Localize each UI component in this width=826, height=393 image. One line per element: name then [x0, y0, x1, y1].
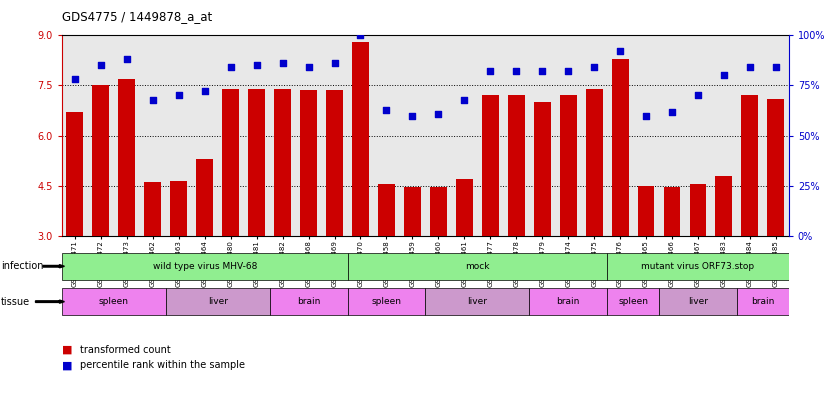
Point	[484, 68, 497, 75]
Point	[717, 72, 730, 79]
Bar	[170, 181, 188, 236]
Bar	[690, 184, 706, 236]
Bar	[456, 179, 472, 236]
Bar	[348, 253, 607, 279]
Bar	[378, 184, 395, 236]
Bar	[274, 89, 291, 236]
Bar	[62, 288, 166, 315]
Text: tissue: tissue	[1, 297, 30, 307]
Point	[380, 107, 393, 113]
Bar	[767, 99, 784, 236]
Point	[587, 64, 601, 71]
Point	[198, 88, 211, 95]
Bar	[742, 95, 758, 236]
Point	[121, 56, 134, 62]
Text: GDS4775 / 1449878_a_at: GDS4775 / 1449878_a_at	[62, 10, 212, 23]
Bar	[222, 89, 239, 236]
Bar	[737, 288, 789, 315]
Bar	[430, 187, 447, 236]
Bar	[269, 288, 348, 315]
Bar	[659, 288, 737, 315]
Bar	[197, 159, 213, 236]
Text: liver: liver	[688, 297, 708, 306]
Bar	[715, 176, 733, 236]
Text: spleen: spleen	[99, 297, 129, 306]
Point	[458, 96, 471, 103]
Bar	[508, 95, 525, 236]
Point	[691, 92, 705, 99]
Point	[276, 60, 289, 66]
Text: liver: liver	[468, 297, 487, 306]
Bar	[586, 89, 602, 236]
Bar	[300, 90, 317, 236]
Text: brain: brain	[751, 297, 775, 306]
Bar	[425, 288, 529, 315]
Point	[743, 64, 757, 71]
Bar	[93, 86, 109, 236]
Point	[302, 64, 316, 71]
Text: mock: mock	[465, 262, 490, 271]
Point	[250, 62, 263, 68]
Text: percentile rank within the sample: percentile rank within the sample	[80, 360, 245, 371]
Point	[328, 60, 341, 66]
Bar	[560, 95, 577, 236]
Text: wild type virus MHV-68: wild type virus MHV-68	[153, 262, 257, 271]
Bar	[638, 185, 654, 236]
Bar	[482, 95, 499, 236]
Bar	[607, 253, 789, 279]
Point	[666, 108, 679, 115]
Point	[354, 32, 367, 39]
Bar	[348, 288, 425, 315]
Bar	[663, 187, 681, 236]
Text: spleen: spleen	[372, 297, 401, 306]
Point	[224, 64, 237, 71]
Bar	[248, 89, 265, 236]
Bar	[62, 253, 348, 279]
Text: brain: brain	[557, 297, 580, 306]
Point	[614, 48, 627, 55]
Point	[406, 112, 419, 119]
Text: ■: ■	[62, 345, 73, 355]
Text: transformed count: transformed count	[80, 345, 171, 355]
Text: liver: liver	[207, 297, 228, 306]
Text: mutant virus ORF73.stop: mutant virus ORF73.stop	[642, 262, 754, 271]
Point	[562, 68, 575, 75]
Bar	[145, 182, 161, 236]
Point	[639, 112, 653, 119]
Point	[769, 64, 782, 71]
Bar	[404, 187, 420, 236]
Point	[94, 62, 107, 68]
Bar	[326, 90, 343, 236]
Bar	[66, 112, 83, 236]
Text: brain: brain	[297, 297, 320, 306]
Bar	[166, 288, 269, 315]
Bar	[607, 288, 659, 315]
Bar	[352, 42, 369, 236]
Point	[535, 68, 548, 75]
Bar	[534, 102, 551, 236]
Point	[172, 92, 185, 99]
Bar	[529, 288, 607, 315]
Text: infection: infection	[1, 261, 43, 271]
Point	[146, 96, 159, 103]
Bar	[118, 79, 135, 236]
Bar	[611, 59, 629, 236]
Point	[69, 76, 82, 83]
Text: ■: ■	[62, 360, 73, 371]
Text: spleen: spleen	[618, 297, 648, 306]
Point	[432, 110, 445, 117]
Point	[510, 68, 523, 75]
